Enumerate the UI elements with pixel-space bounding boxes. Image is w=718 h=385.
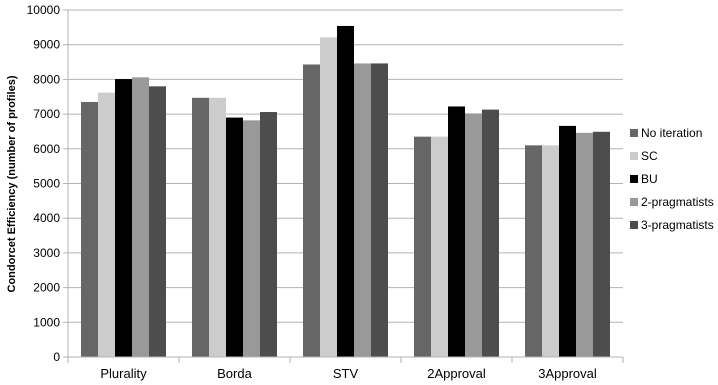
bar-no-iteration-3approval: [525, 145, 542, 357]
bar-sc-plurality: [98, 92, 115, 357]
y-tick-label: 2000: [33, 281, 60, 295]
bar-sc-3approval: [542, 145, 559, 357]
bar-sc-2approval: [431, 136, 448, 357]
bar-bu-2approval: [448, 106, 465, 357]
y-tick-label: 5000: [33, 177, 60, 191]
legend-label: 3-pragmatists: [641, 218, 714, 232]
legend-label: SC: [641, 149, 658, 163]
x-tick-label: 2Approval: [427, 366, 486, 381]
y-tick-label: 1000: [33, 315, 60, 329]
y-tick-label: 9000: [33, 38, 60, 52]
bar-2-pragmatists-borda: [243, 120, 260, 357]
bar-bu-borda: [226, 117, 243, 357]
bar-no-iteration-2approval: [414, 136, 431, 357]
x-tick-label: 3Approval: [538, 366, 597, 381]
bar-sc-stv: [320, 37, 337, 358]
y-tick-label: 0: [53, 350, 60, 364]
y-axis-title: Condorcet Efficiency (number of profiles…: [6, 75, 18, 292]
y-tick-label: 10000: [27, 3, 61, 17]
y-tick-label: 4000: [33, 211, 60, 225]
x-tick-label: Borda: [217, 366, 252, 381]
legend-swatch: [630, 129, 638, 137]
bar-bu-stv: [337, 25, 354, 357]
bar-3-pragmatists-borda: [260, 112, 277, 357]
bar-2-pragmatists-2approval: [465, 113, 482, 357]
legend-label: No iteration: [641, 126, 702, 140]
bar-2-pragmatists-stv: [354, 63, 371, 358]
y-tick-label: 7000: [33, 107, 60, 121]
x-tick-label: STV: [333, 366, 359, 381]
y-tick-label: 8000: [33, 72, 60, 86]
legend-swatch: [630, 198, 638, 206]
y-tick-label: 3000: [33, 246, 60, 260]
legend: No iteration SC BU 2-pragmatists 3-pragmatis…: [630, 126, 714, 232]
bar-3-pragmatists-plurality: [149, 86, 166, 357]
legend-label: 2-pragmatists: [641, 195, 714, 209]
bar-3-pragmatists-3approval: [593, 131, 610, 357]
bar-2-pragmatists-3approval: [576, 132, 593, 357]
bar-3-pragmatists-stv: [371, 63, 388, 358]
legend-label: BU: [641, 172, 658, 186]
y-tick-label: 6000: [33, 142, 60, 156]
bars: [81, 25, 610, 358]
bar-sc-borda: [209, 97, 226, 357]
bar-bu-3approval: [559, 125, 576, 357]
bar-no-iteration-stv: [303, 64, 320, 357]
axes: 0 1000 2000 3000 4000 5000 6000 7000 8000 9000 100…: [27, 3, 624, 381]
bar-no-iteration-plurality: [81, 101, 98, 357]
bar-no-iteration-borda: [192, 97, 209, 357]
bar-2-pragmatists-plurality: [132, 77, 149, 358]
legend-swatch: [630, 221, 638, 229]
bar-bu-plurality: [115, 79, 132, 357]
legend-swatch: [630, 152, 638, 160]
bar-3-pragmatists-2approval: [482, 109, 499, 358]
x-tick-label: Plurality: [100, 366, 147, 381]
legend-swatch: [630, 175, 638, 183]
